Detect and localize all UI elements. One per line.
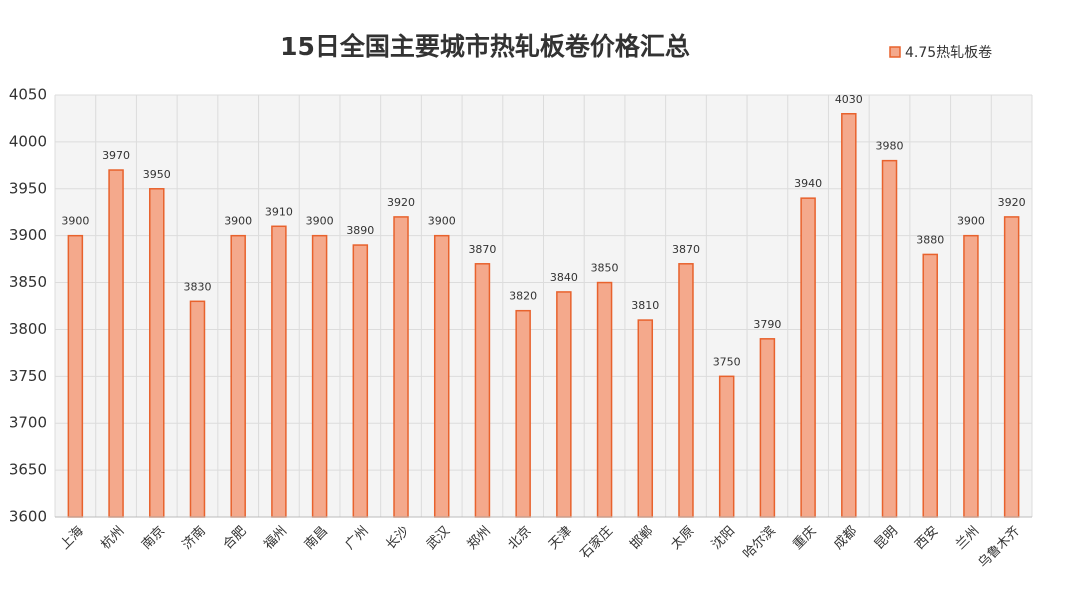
bar <box>393 216 409 518</box>
data-label: 3830 <box>183 280 211 293</box>
data-label: 3900 <box>306 215 334 228</box>
bar <box>556 291 572 518</box>
bar <box>189 300 206 518</box>
data-label: 3850 <box>591 262 619 275</box>
data-label: 3810 <box>631 299 659 312</box>
data-label: 3940 <box>794 177 822 190</box>
bar <box>759 338 776 518</box>
data-label: 3970 <box>102 149 130 162</box>
data-label: 3950 <box>143 168 171 181</box>
data-label: 3880 <box>916 233 944 246</box>
data-label: 3900 <box>61 215 89 228</box>
data-label: 3980 <box>876 140 904 153</box>
data-label: 3920 <box>998 196 1026 209</box>
y-tick-label: 3950 <box>9 179 47 197</box>
bar <box>108 169 124 518</box>
y-tick-label: 3650 <box>9 461 47 479</box>
bar <box>718 375 735 518</box>
data-label: 4030 <box>835 93 863 106</box>
legend-swatch <box>889 46 901 58</box>
chart-title: 15日全国主要城市热轧板卷价格汇总 <box>280 32 690 61</box>
bar <box>433 234 450 518</box>
data-label: 3910 <box>265 205 293 218</box>
bar <box>678 263 694 518</box>
data-label: 3790 <box>753 318 781 331</box>
bar <box>271 225 287 518</box>
legend-label: 4.75热轧板卷 <box>905 45 992 61</box>
bar <box>67 234 84 518</box>
y-tick-label: 3850 <box>9 273 47 291</box>
bar <box>922 253 938 518</box>
data-label: 3840 <box>550 271 578 284</box>
y-tick-label: 3700 <box>9 414 47 432</box>
bar <box>963 234 979 518</box>
data-label: 3900 <box>957 215 985 228</box>
bar <box>230 234 246 518</box>
bar <box>596 281 613 518</box>
data-label: 3920 <box>387 196 415 209</box>
bar <box>841 113 857 518</box>
y-tick-label: 3900 <box>9 226 47 244</box>
data-label: 3750 <box>713 355 741 368</box>
bar <box>311 234 328 518</box>
data-label: 3890 <box>346 224 374 237</box>
y-tick-label: 4050 <box>9 86 47 104</box>
bar <box>474 263 491 518</box>
y-tick-label: 3800 <box>9 320 47 338</box>
bar <box>515 309 531 518</box>
bar <box>352 244 369 518</box>
bar <box>1003 216 1020 518</box>
data-label: 3900 <box>428 215 456 228</box>
data-label: 3870 <box>468 243 496 256</box>
data-label: 3820 <box>509 290 537 303</box>
y-tick-label: 4000 <box>9 132 47 150</box>
y-tick-label: 3600 <box>9 508 47 526</box>
bar <box>149 188 165 518</box>
bar <box>881 159 898 518</box>
y-tick-label: 3750 <box>9 367 47 385</box>
data-label: 3900 <box>224 215 252 228</box>
data-label: 3870 <box>672 243 700 256</box>
bar <box>637 319 654 518</box>
bar <box>800 197 816 518</box>
